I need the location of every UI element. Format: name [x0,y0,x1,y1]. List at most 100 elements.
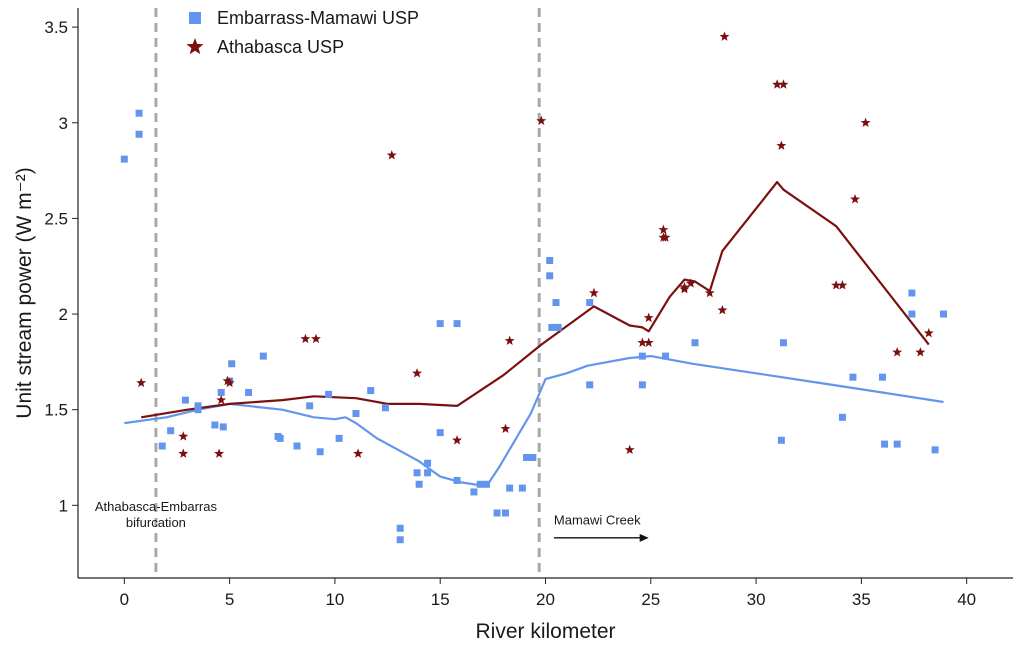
data-point-square [120,155,128,163]
data-point-star [643,312,654,323]
legend: Embarrass-Mamawi USP Athabasca USP [186,8,419,57]
data-point-square [181,396,189,404]
data-point-star [892,347,903,357]
data-point-star [717,305,728,315]
data-point-square [662,352,670,360]
data-point-square [940,310,948,318]
data-point-star [778,79,789,89]
annotation-text: Mamawi Creek [554,512,641,527]
y-tick-label: 1.5 [44,401,68,420]
data-point-square [396,536,404,544]
data-point-square [396,524,404,532]
data-point-star [353,448,364,458]
data-point-star [860,117,871,127]
legend-label: Athabasca USP [217,37,344,57]
x-tick-label: 15 [431,590,450,609]
data-point-star [685,278,696,288]
data-point-square [415,480,423,488]
data-point-square [908,310,916,318]
data-point-square [194,406,202,414]
data-point-square [691,339,699,347]
data-point-square [135,130,143,138]
data-point-square [413,469,421,477]
data-point-star [224,377,235,388]
trend-line [124,355,944,488]
data-point-square [586,299,594,307]
data-point-square [367,387,375,395]
data-point-square [548,323,556,331]
data-point-star [452,435,462,445]
data-point-star [216,394,227,405]
data-point-square [470,488,478,496]
legend-label: Embarrass-Mamawi USP [217,8,419,28]
y-axis-title: Unit stream power (W m⁻²) [13,167,36,418]
x-tick-label: 10 [325,590,344,609]
y-tick-label: 2.5 [44,209,68,228]
data-point-square [316,448,324,456]
arrow-head-icon [639,533,649,542]
annotation-text: bifurcation [126,515,186,530]
data-point-square [586,381,594,389]
data-point-star [776,140,787,150]
data-point-square [453,476,461,484]
data-point-star [500,423,511,434]
x-tick-label: 5 [225,590,234,609]
data-point-star [679,282,690,292]
data-point-square [779,339,787,347]
data-point-star [536,115,547,126]
y-tick-label: 3.5 [44,18,68,37]
x-axis-title: River kilometer [475,620,615,643]
data-point-star [637,337,648,347]
data-point-square [881,440,889,448]
data-point-square [777,436,785,444]
x-tick-label: 20 [536,590,555,609]
data-point-square [424,459,432,467]
x-tick-label: 35 [852,590,871,609]
data-point-square [306,402,314,410]
x-tick-label: 30 [747,590,766,609]
data-point-square [908,289,916,297]
data-point-square [167,427,175,435]
data-point-star [704,287,715,298]
data-point-square [352,410,360,418]
data-point-square [849,373,857,381]
data-point-square [194,402,202,410]
data-point-square [893,440,901,448]
data-point-square [228,360,236,368]
x-tick-label: 0 [120,590,129,609]
data-point-star [915,347,926,357]
data-point-square [158,442,166,450]
data-point-star [178,448,189,458]
data-point-square [501,509,509,517]
data-point-star [311,333,321,344]
data-point-star [658,224,669,235]
data-point-square [493,509,501,517]
data-point-square [554,323,562,331]
data-point-star [300,333,311,344]
data-point-square [436,320,444,328]
data-point-square [483,480,491,488]
data-point-square [518,484,526,492]
data-point-square [546,256,554,264]
annotation-text: Athabasca-Embarras [95,499,218,514]
data-point-square [381,404,389,412]
data-point-square [931,446,939,454]
data-point-square [293,442,301,450]
data-point-square [219,423,227,431]
data-point-star [643,337,654,347]
data-point-star [136,377,147,388]
data-point-star [222,375,233,386]
data-point-square [245,388,253,396]
data-point-square [838,413,846,421]
y-tick-label: 2 [59,305,68,324]
data-point-square [135,109,143,117]
data-point-square [211,421,219,429]
data-point-star [837,280,848,290]
data-point-star [412,368,422,378]
data-point-square [325,390,333,398]
data-point-square [476,480,484,488]
x-tick-label: 25 [641,590,660,609]
trend-line [141,181,930,419]
data-point-square [276,434,284,442]
